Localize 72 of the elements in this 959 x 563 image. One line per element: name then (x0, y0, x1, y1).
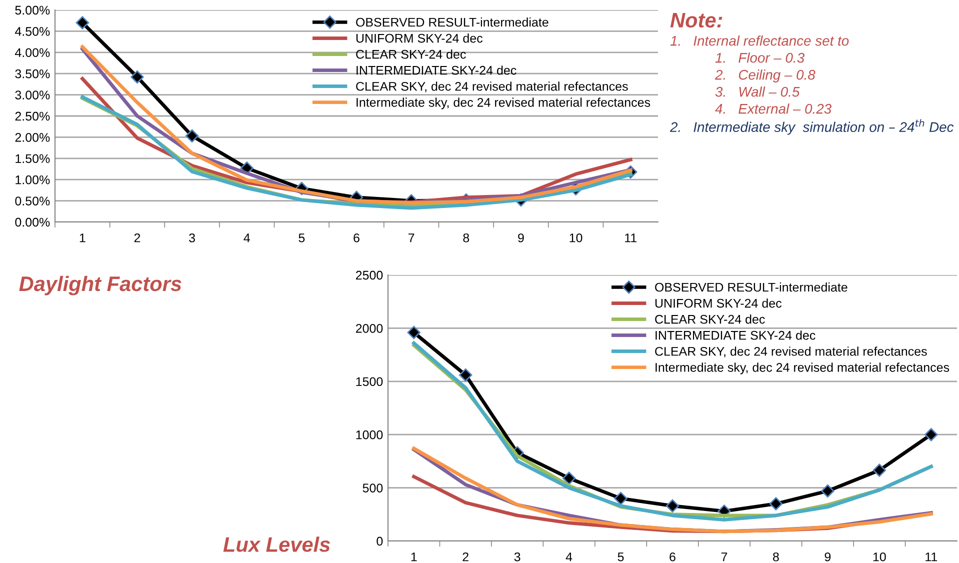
point (614, 492, 628, 506)
point (185, 129, 199, 143)
x-tick-label: 5 (618, 552, 624, 562)
text: 3. Wall – 0.5 (715, 86, 800, 97)
x-tick-label: 9 (518, 233, 524, 242)
legend-label: OBSERVED RESULT-intermediate (356, 18, 548, 27)
y-tick-label: 5.00% (15, 6, 50, 15)
x-tick-label: 11 (926, 552, 938, 562)
text: Lux Levels (223, 536, 330, 552)
y-tick-label: 0.50% (15, 196, 50, 206)
legend-label: Intermediate sky, dec 24 revised material refectances (356, 98, 650, 110)
text: 2. Ceiling – 0.8 (714, 70, 816, 82)
x-tick-label: 7 (721, 552, 728, 562)
x-tick-label: 8 (463, 233, 470, 242)
x-tick-label: 10 (570, 233, 582, 242)
point (459, 368, 472, 382)
y-tick-label: 500 (362, 484, 383, 492)
x-tick-label: 5 (298, 234, 305, 242)
y-tick-label: 1.50% (16, 154, 50, 164)
y-tick-label: 3.00% (15, 90, 50, 100)
point (666, 499, 680, 512)
y-tick-label: 1.00% (16, 175, 50, 184)
legend-label: INTERMEDIATE SKY-24 dec (356, 66, 516, 75)
point (924, 428, 938, 442)
point (407, 326, 420, 340)
x-tick-label: 6 (670, 552, 676, 562)
x-tick-label: 7 (408, 234, 414, 242)
y-tick-label: 1000 (356, 430, 383, 440)
legend-label: UNIFORM SKY-24 dec (356, 34, 483, 43)
text: 2. Intermediate sky simulation on – 24$^{th}$ Dec (670, 119, 954, 135)
point (769, 497, 783, 510)
x-tick-label: 1 (80, 234, 86, 242)
x-tick-label: 1 (411, 552, 417, 562)
point (130, 70, 144, 84)
x-tick-label: 2 (462, 552, 468, 562)
x-tick-label: 3 (514, 552, 520, 562)
x-tick-label: 10 (873, 552, 886, 562)
legend-label: OBSERVED RESULT-intermediate (655, 282, 848, 292)
point (872, 464, 886, 477)
legend-label: CLEAR SKY, dec 24 revised material refectances (356, 82, 628, 92)
legend-label: CLEAR SKY, dec 24 revised material refectances (655, 346, 927, 358)
y-tick-label: 2500 (356, 270, 383, 280)
x-tick-label: 6 (354, 233, 360, 242)
x-tick-label: 9 (824, 552, 831, 562)
y-tick-label: 0 (376, 536, 383, 546)
text: Daylight Factors (19, 276, 182, 296)
x-tick-label: 8 (773, 552, 779, 562)
x-tick-label: 2 (134, 233, 140, 242)
text: 1. Internal reflectance set to (670, 36, 849, 46)
legend-label: Intermediate sky, dec 24 revised material refectances (656, 362, 950, 374)
y-tick-label: 3.50% (15, 69, 50, 78)
y-tick-label: 0.00% (15, 218, 50, 227)
y-tick-label: 4.50% (14, 27, 50, 36)
legend-label: INTERMEDIATE SKY-24 dec (656, 330, 816, 340)
point (76, 16, 89, 30)
point (821, 484, 834, 498)
y-tick-label: 2.50% (15, 112, 50, 121)
x-tick-label: 11 (625, 234, 636, 242)
y-tick-label: 4.00% (14, 48, 50, 58)
x-tick-label: 3 (189, 233, 195, 242)
y-tick-label: 2.00% (15, 133, 50, 142)
y-tick-label: 1500 (356, 377, 383, 386)
x-tick-label: 4 (566, 552, 572, 562)
point (562, 472, 576, 485)
text: 4. External – 0.23 (715, 104, 832, 114)
legend-label: UNIFORM SKY-24 dec (655, 298, 782, 308)
text: 1. Floor – 0.3 (715, 52, 804, 63)
y-tick-label: 2000 (356, 324, 383, 333)
text: Note: (670, 13, 722, 28)
x-tick-label: 4 (244, 234, 250, 242)
legend-label: CLEAR SKY-24 dec (655, 314, 765, 324)
legend-label: CLEAR SKY-24 dec (356, 50, 466, 59)
